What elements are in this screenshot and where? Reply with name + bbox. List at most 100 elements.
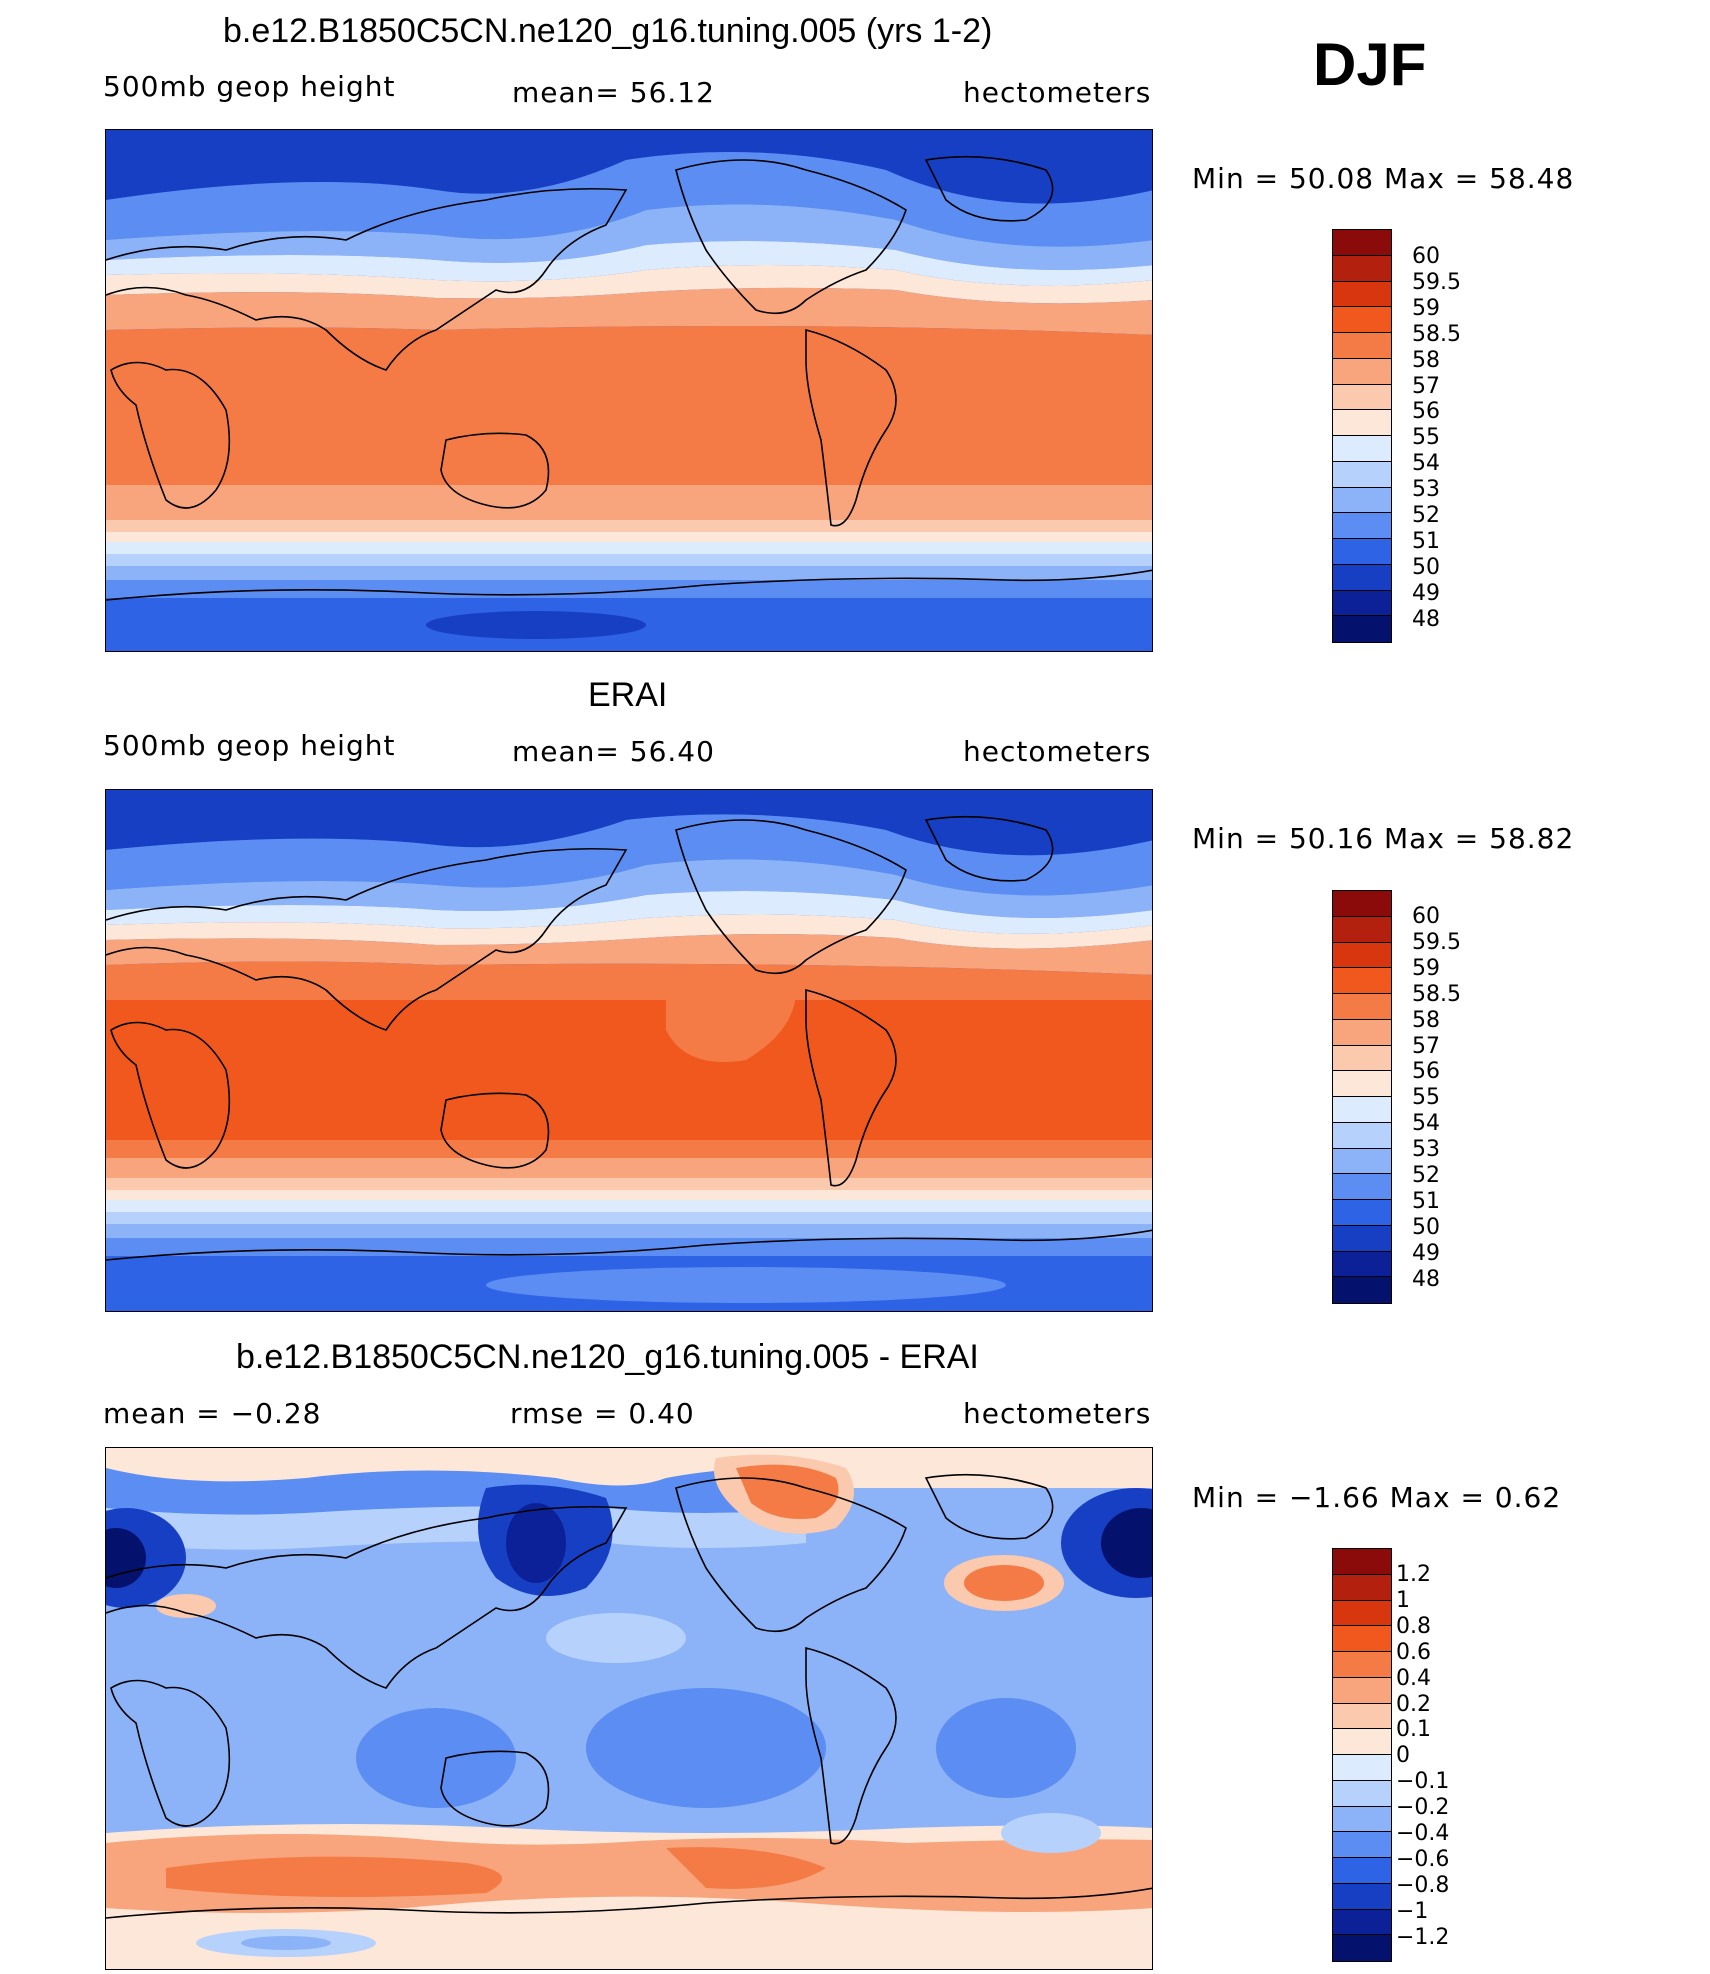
colorbar-tick-label: −0.4 bbox=[1396, 1821, 1450, 1847]
colorbar-swatch bbox=[1333, 616, 1391, 642]
panel3-colorbar-labels: 1.2 1 0.8 0.6 0.4 0.2 0.1 0 −0.1 −0.2 −0… bbox=[1396, 1562, 1449, 1951]
colorbar-tick-label: 55 bbox=[1412, 1085, 1440, 1111]
colorbar-tick-label: −1 bbox=[1396, 1898, 1429, 1924]
colorbar-swatch bbox=[1333, 590, 1391, 617]
panel1-min-max: Min = 50.08 Max = 58.48 bbox=[1192, 162, 1575, 195]
colorbar-swatch bbox=[1333, 1574, 1391, 1601]
panel2-mean-label: mean= 56.40 bbox=[512, 735, 715, 768]
colorbar-swatch bbox=[1333, 307, 1391, 333]
panel3-units-label: hectometers bbox=[963, 1397, 1152, 1430]
panel1-colorbar bbox=[1332, 229, 1392, 643]
panel3-map bbox=[105, 1447, 1153, 1970]
colorbar-swatch bbox=[1333, 358, 1391, 385]
panel1-units-label: hectometers bbox=[963, 76, 1152, 109]
panel3-min-max: Min = −1.66 Max = 0.62 bbox=[1192, 1481, 1562, 1514]
colorbar-tick-label: 60 bbox=[1412, 244, 1440, 269]
colorbar-swatch bbox=[1333, 1780, 1391, 1807]
panel1-map bbox=[105, 129, 1153, 652]
colorbar-tick-label: 53 bbox=[1412, 477, 1440, 503]
colorbar-tick-label: 54 bbox=[1412, 1111, 1440, 1137]
panel2-variable-label: 500mb geop height bbox=[103, 729, 396, 762]
colorbar-tick-label: −0.8 bbox=[1396, 1872, 1450, 1898]
colorbar-tick-label: 59 bbox=[1412, 955, 1440, 981]
colorbar-swatch bbox=[1333, 1122, 1391, 1149]
colorbar-tick-label: 49 bbox=[1412, 1240, 1440, 1266]
colorbar-swatch bbox=[1333, 281, 1391, 308]
panel1-title: b.e12.B1850C5CN.ne120_g16.tuning.005 (yr… bbox=[223, 12, 993, 50]
colorbar-tick-label: 49 bbox=[1412, 580, 1440, 606]
colorbar-swatch bbox=[1333, 1174, 1391, 1200]
panel1-colorbar-labels: 60 59.5 59 58.5 58 57 56 55 54 53 52 51 … bbox=[1412, 244, 1461, 633]
colorbar-tick-label: 60 bbox=[1412, 904, 1440, 929]
colorbar-swatch bbox=[1333, 1019, 1391, 1046]
colorbar-swatch bbox=[1333, 564, 1391, 591]
colorbar-swatch bbox=[1333, 384, 1391, 411]
colorbar-tick-label: 59.5 bbox=[1412, 269, 1461, 295]
colorbar-tick-label: −0.6 bbox=[1396, 1846, 1450, 1872]
colorbar-swatch bbox=[1333, 1225, 1391, 1252]
colorbar-swatch bbox=[1333, 410, 1391, 436]
colorbar-swatch bbox=[1333, 942, 1391, 969]
panel3-title: b.e12.B1850C5CN.ne120_g16.tuning.005 - E… bbox=[236, 1338, 979, 1376]
colorbar-swatch bbox=[1333, 436, 1391, 462]
colorbar-tick-label: 48 bbox=[1412, 1266, 1440, 1292]
colorbar-tick-label: 0.6 bbox=[1396, 1639, 1431, 1665]
colorbar-tick-label: 58 bbox=[1412, 1007, 1440, 1033]
colorbar-swatch bbox=[1333, 487, 1391, 514]
colorbar-swatch bbox=[1333, 333, 1391, 359]
colorbar-tick-label: 0.8 bbox=[1396, 1613, 1431, 1639]
colorbar-swatch bbox=[1333, 461, 1391, 488]
colorbar-swatch bbox=[1333, 968, 1391, 994]
colorbar-tick-label: 59.5 bbox=[1412, 929, 1461, 955]
colorbar-swatch bbox=[1333, 1652, 1391, 1678]
colorbar-tick-label: 57 bbox=[1412, 1033, 1440, 1059]
panel1-variable-label: 500mb geop height bbox=[103, 70, 396, 103]
panel3-mean-label: mean = −0.28 bbox=[103, 1397, 322, 1430]
colorbar-tick-label: 1.2 bbox=[1396, 1562, 1431, 1587]
panel2-title: ERAI bbox=[588, 676, 668, 714]
colorbar-swatch bbox=[1333, 1200, 1391, 1226]
colorbar-tick-label: 48 bbox=[1412, 606, 1440, 632]
colorbar-tick-label: 52 bbox=[1412, 1163, 1440, 1189]
colorbar-swatch bbox=[1333, 1626, 1391, 1652]
colorbar-tick-label: −1.2 bbox=[1396, 1924, 1450, 1950]
panel3-colorbar bbox=[1332, 1548, 1392, 1962]
panel2-min-max: Min = 50.16 Max = 58.82 bbox=[1192, 822, 1575, 855]
panel3-rmse-label: rmse = 0.40 bbox=[510, 1397, 695, 1430]
panel1-mean-label: mean= 56.12 bbox=[512, 76, 715, 109]
colorbar-tick-label: 57 bbox=[1412, 373, 1440, 399]
colorbar-swatch bbox=[1333, 1806, 1391, 1833]
colorbar-swatch bbox=[1333, 1148, 1391, 1175]
colorbar-swatch bbox=[1333, 1071, 1391, 1097]
colorbar-swatch bbox=[1333, 1832, 1391, 1858]
colorbar-swatch bbox=[1333, 230, 1391, 256]
colorbar-tick-label: 51 bbox=[1412, 1188, 1440, 1214]
colorbar-swatch bbox=[1333, 891, 1391, 917]
colorbar-swatch bbox=[1333, 539, 1391, 565]
colorbar-tick-label: 56 bbox=[1412, 399, 1440, 425]
colorbar-swatch bbox=[1333, 255, 1391, 282]
colorbar-swatch bbox=[1333, 1549, 1391, 1575]
panel2-units-label: hectometers bbox=[963, 735, 1152, 768]
colorbar-tick-label: 50 bbox=[1412, 1214, 1440, 1240]
colorbar-swatch bbox=[1333, 1251, 1391, 1278]
panel2-map bbox=[105, 789, 1153, 1312]
colorbar-tick-label: 51 bbox=[1412, 528, 1440, 554]
panel2-colorbar-labels: 60 59.5 59 58.5 58 57 56 55 54 53 52 51 … bbox=[1412, 904, 1461, 1293]
colorbar-swatch bbox=[1333, 1703, 1391, 1730]
colorbar-tick-label: 0.4 bbox=[1396, 1665, 1431, 1691]
colorbar-tick-label: 54 bbox=[1412, 451, 1440, 477]
colorbar-tick-label: 58 bbox=[1412, 347, 1440, 373]
colorbar-tick-label: 59 bbox=[1412, 295, 1440, 321]
panel2-colorbar bbox=[1332, 890, 1392, 1304]
colorbar-tick-label: −0.1 bbox=[1396, 1769, 1450, 1795]
colorbar-tick-label: 1 bbox=[1396, 1587, 1410, 1613]
colorbar-swatch bbox=[1333, 1097, 1391, 1123]
colorbar-swatch bbox=[1333, 1935, 1391, 1961]
colorbar-swatch bbox=[1333, 1755, 1391, 1781]
colorbar-tick-label: 0.2 bbox=[1396, 1691, 1431, 1717]
colorbar-swatch bbox=[1333, 1677, 1391, 1704]
colorbar-swatch bbox=[1333, 994, 1391, 1020]
colorbar-tick-label: 55 bbox=[1412, 425, 1440, 451]
colorbar-swatch bbox=[1333, 1883, 1391, 1910]
